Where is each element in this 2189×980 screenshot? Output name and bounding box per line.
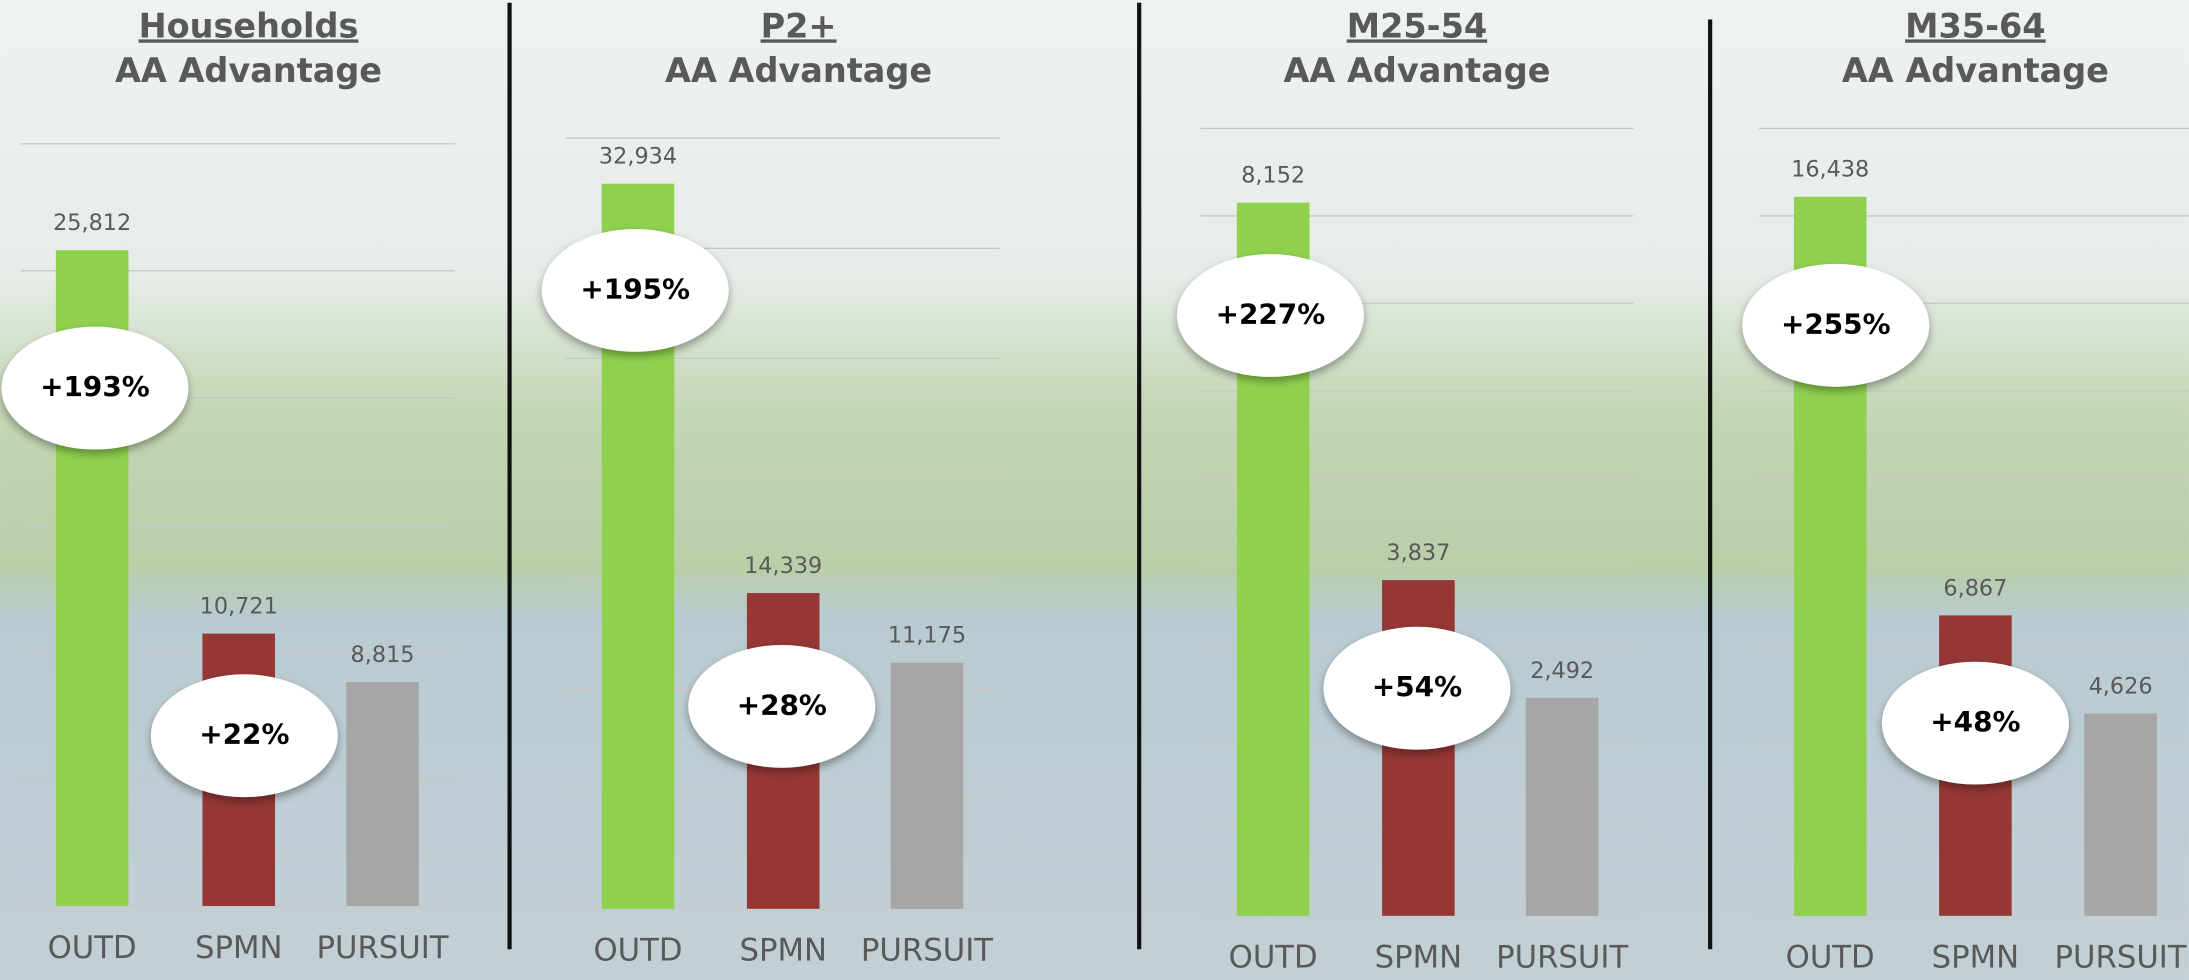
x-tick-label: SPMN xyxy=(739,933,826,969)
annotation: +227% xyxy=(1216,297,1326,330)
bar xyxy=(1526,698,1599,916)
value-label: 6,867 xyxy=(1943,575,2007,601)
value-label: 10,721 xyxy=(200,594,278,620)
chart-title: M35-64 xyxy=(1905,6,2045,45)
x-tick-label: OUTD xyxy=(1786,940,1875,976)
value-label: 16,438 xyxy=(1791,157,1869,183)
bar xyxy=(2084,713,2157,915)
chart-title: P2+ xyxy=(761,6,837,45)
chart-subtitle: AA Advantage xyxy=(1842,51,2109,90)
annotation: +193% xyxy=(40,370,150,403)
annotation: +195% xyxy=(580,272,690,305)
value-label: 11,175 xyxy=(888,623,966,649)
chart-subtitle: AA Advantage xyxy=(115,51,382,90)
chart-title: M25-54 xyxy=(1347,6,1487,45)
value-label: 14,339 xyxy=(744,553,822,579)
x-tick-label: OUTD xyxy=(1229,940,1318,976)
value-label: 8,152 xyxy=(1241,163,1305,189)
chart-title: Households xyxy=(139,6,359,45)
x-tick-label: PURSUIT xyxy=(1496,940,1628,976)
annotation: +54% xyxy=(1372,670,1462,703)
x-tick-label: SPMN xyxy=(195,930,282,966)
annotation: +255% xyxy=(1781,307,1891,340)
dashboard: Households AA Advantage 25,812 OUTD 10,721 SP… xyxy=(0,0,2189,980)
chart-subtitle: AA Advantage xyxy=(665,51,932,90)
chart-subtitle: AA Advantage xyxy=(1283,51,1550,90)
value-label: 4,626 xyxy=(2089,673,2153,699)
value-label: 8,815 xyxy=(351,642,415,668)
bar xyxy=(346,682,419,906)
x-tick-label: PURSUIT xyxy=(2055,940,2187,976)
x-tick-label: OUTD xyxy=(48,930,137,966)
annotation: +28% xyxy=(737,688,827,721)
value-label: 32,934 xyxy=(599,144,677,170)
x-tick-label: SPMN xyxy=(1375,940,1462,976)
x-tick-label: PURSUIT xyxy=(316,930,448,966)
annotation: +22% xyxy=(199,718,289,751)
bar xyxy=(891,663,964,909)
annotation: +48% xyxy=(1930,705,2020,738)
x-tick-label: SPMN xyxy=(1932,940,2019,976)
x-tick-label: OUTD xyxy=(593,933,682,969)
value-label: 25,812 xyxy=(53,210,131,236)
value-label: 2,492 xyxy=(1530,658,1594,684)
value-label: 3,837 xyxy=(1386,540,1450,566)
x-tick-label: PURSUIT xyxy=(861,933,993,969)
